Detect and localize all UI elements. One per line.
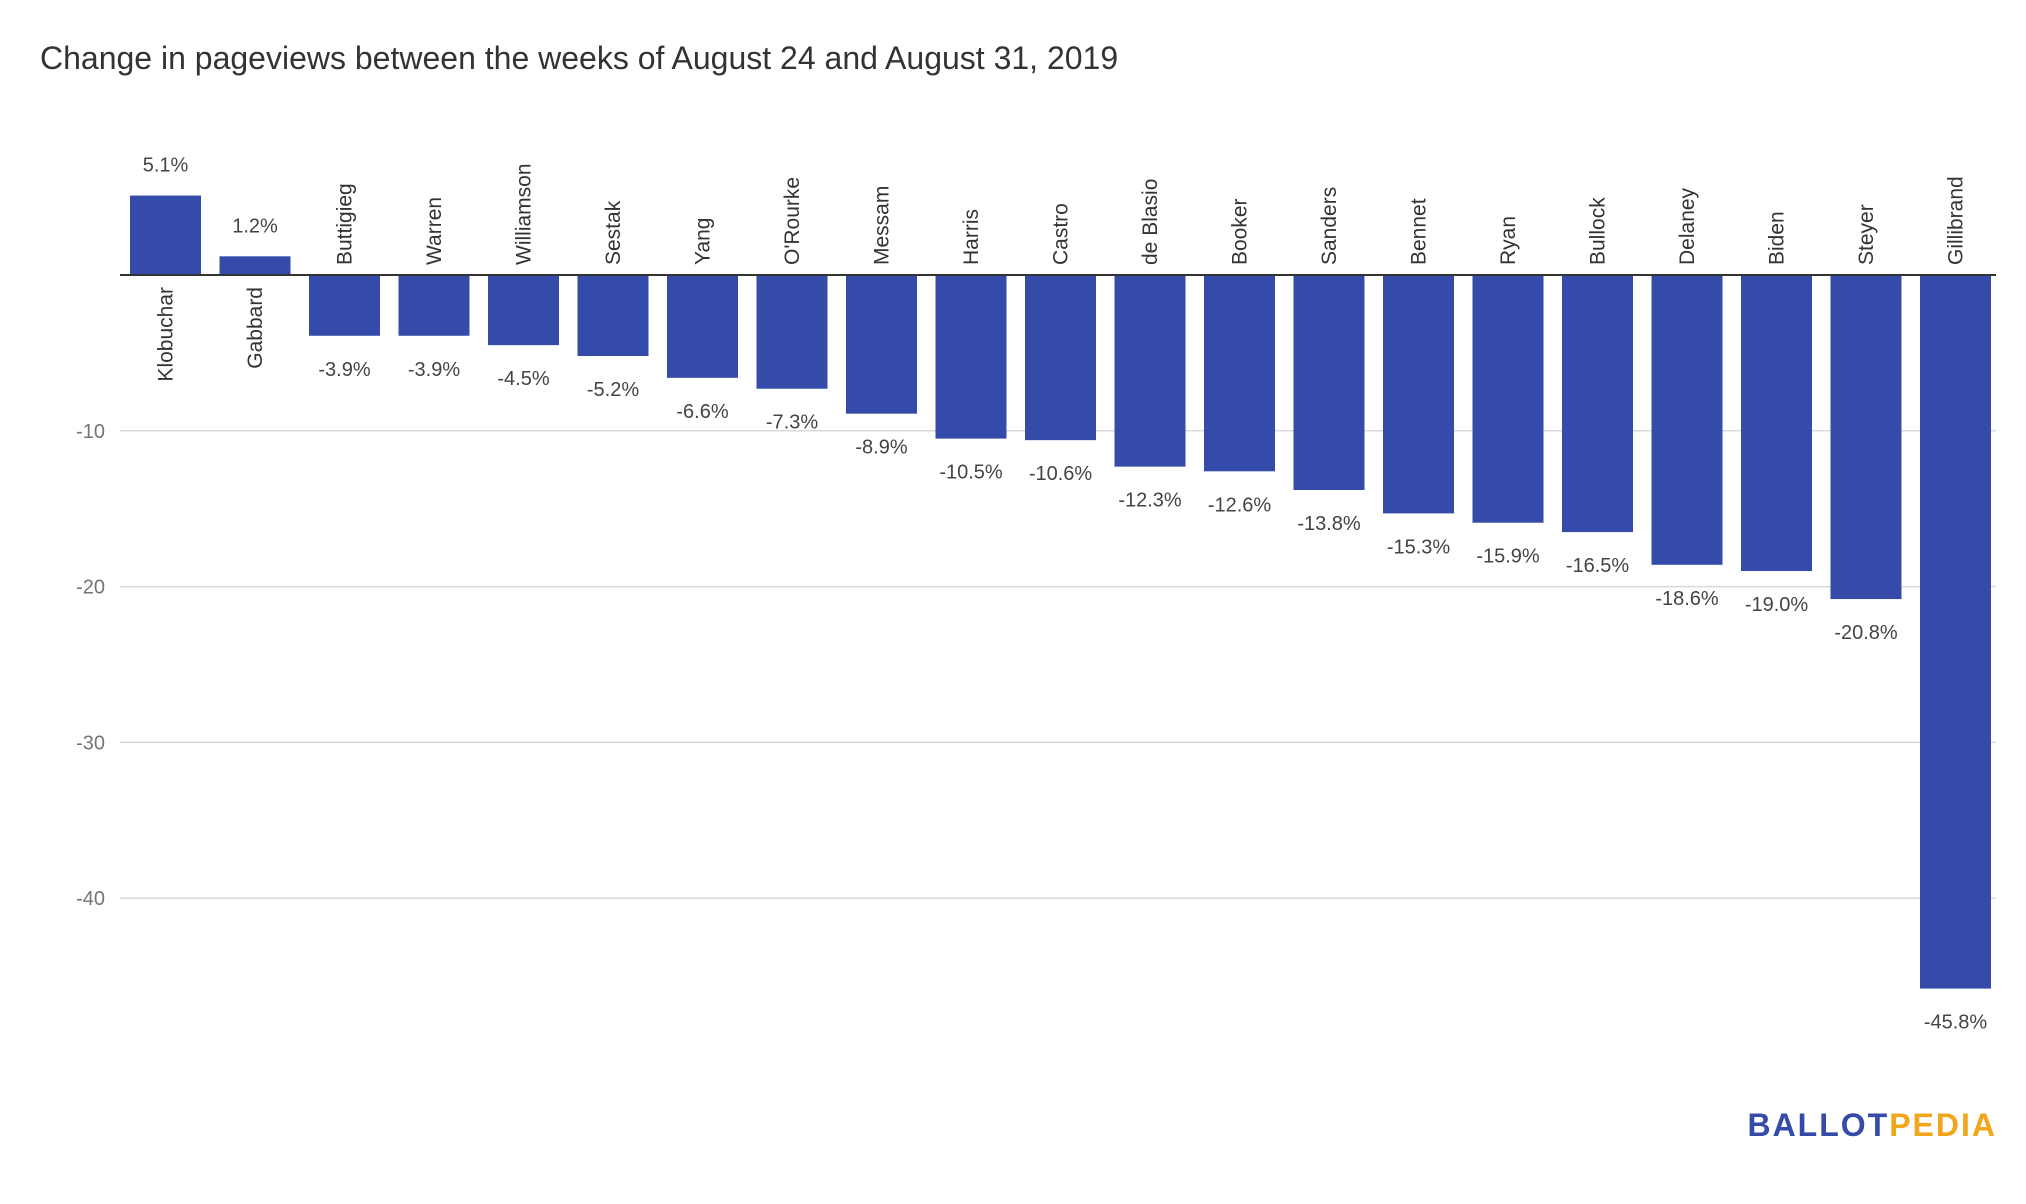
category-label: Booker <box>1229 198 1252 265</box>
chart-title: Change in pageviews between the weeks of… <box>40 40 1119 76</box>
data-label: -8.9% <box>855 437 907 459</box>
category-label: Klobuchar <box>155 287 178 382</box>
data-label: 1.2% <box>232 215 278 237</box>
y-tick-label: -20 <box>76 577 105 599</box>
y-tick-label: -10 <box>76 421 105 443</box>
category-label: Harris <box>960 209 983 265</box>
bar <box>846 275 917 414</box>
bar <box>1651 275 1723 565</box>
category-label: Biden <box>1766 211 1789 265</box>
data-label: -7.3% <box>766 412 818 434</box>
data-label: -15.9% <box>1476 546 1540 568</box>
bar <box>756 275 828 389</box>
category-label: Steyer <box>1855 204 1878 265</box>
bar <box>1293 275 1365 491</box>
bar <box>1562 275 1633 533</box>
bar <box>1114 275 1186 467</box>
bar <box>488 275 559 346</box>
data-label: -10.6% <box>1029 463 1093 485</box>
bar <box>130 195 201 275</box>
data-label: -6.6% <box>676 401 728 423</box>
bar <box>398 275 470 336</box>
data-label: -12.6% <box>1208 494 1272 516</box>
category-label: Delaney <box>1676 187 1699 265</box>
bar <box>1920 275 1991 989</box>
bar <box>1204 275 1275 472</box>
category-label: O'Rourke <box>781 177 804 265</box>
bar <box>935 275 1007 439</box>
bar <box>219 256 291 275</box>
data-label: -18.6% <box>1655 588 1719 610</box>
category-label: Williamson <box>513 163 536 265</box>
ballotpedia-logo: BALLOTPEDIA <box>1747 1107 1997 1144</box>
category-label: Messam <box>871 186 894 265</box>
data-label: 5.1% <box>143 155 189 177</box>
category-label: Ryan <box>1497 216 1520 265</box>
data-label: -3.9% <box>408 359 460 381</box>
data-label: -4.5% <box>497 368 549 390</box>
data-label: -45.8% <box>1924 1012 1988 1034</box>
logo-part-ballot: BALLOT <box>1747 1107 1890 1143</box>
data-label: -3.9% <box>318 359 370 381</box>
category-label: Sestak <box>602 200 625 265</box>
category-label: Yang <box>692 218 715 266</box>
category-label: de Blasio <box>1139 179 1162 265</box>
bar <box>1830 275 1902 600</box>
bar <box>577 275 649 357</box>
data-label: -12.3% <box>1118 490 1182 512</box>
data-label: -19.0% <box>1745 594 1809 616</box>
category-label: Sanders <box>1318 187 1341 265</box>
data-label: -5.2% <box>587 379 639 401</box>
bar <box>1472 275 1544 523</box>
bar <box>1025 275 1096 441</box>
y-tick-label: -40 <box>76 888 105 910</box>
category-label: Bullock <box>1587 197 1610 265</box>
data-label: -10.5% <box>939 462 1003 484</box>
bar <box>1741 275 1812 572</box>
bar <box>309 275 380 336</box>
y-tick-label: -30 <box>76 732 105 754</box>
data-label: -15.3% <box>1387 536 1451 558</box>
data-label: -20.8% <box>1834 622 1898 644</box>
category-label: Warren <box>423 197 446 265</box>
data-label: -13.8% <box>1297 513 1361 535</box>
bar <box>667 275 738 378</box>
category-label: Bennet <box>1408 198 1431 265</box>
logo-part-pedia: PEDIA <box>1889 1107 1997 1143</box>
category-label: Gabbard <box>244 287 267 369</box>
category-label: Castro <box>1050 203 1073 265</box>
category-label: Buttigieg <box>334 183 357 265</box>
data-label: -16.5% <box>1566 555 1630 577</box>
bar <box>1383 275 1454 514</box>
category-label: Gillibrand <box>1945 176 1968 265</box>
